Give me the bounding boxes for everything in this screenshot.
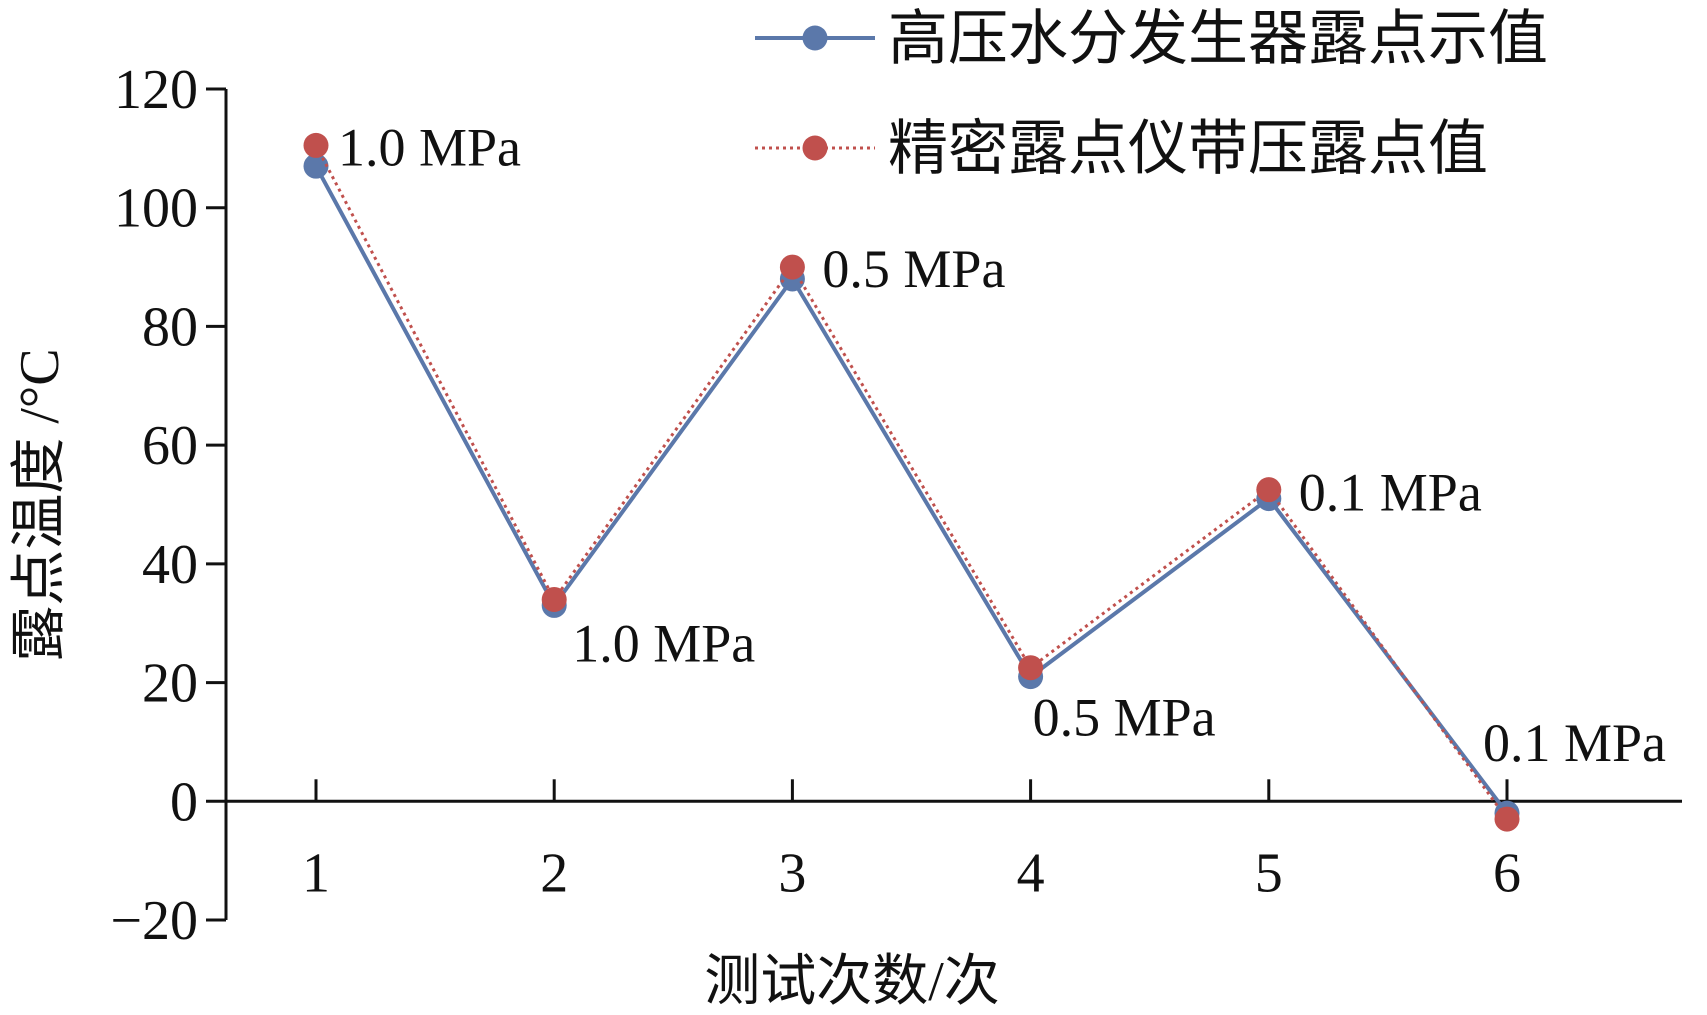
series-point (1256, 477, 1282, 503)
y-tick-label: 80 (142, 296, 198, 358)
series-point (1494, 806, 1520, 832)
series-line (314, 165, 1509, 815)
annotation-layer: 1.0 MPa 1.0 MPa 0.5 MPa 0.5 MPa 0.1 MPa 0.1 M… (338, 117, 1666, 773)
series-point (541, 586, 567, 612)
y-axis-title: 露点温度 /°C (9, 348, 71, 661)
pressure-annotation: 0.1 MPa (1483, 713, 1666, 773)
x-tick-label: 4 (1017, 842, 1045, 904)
x-tick-label: 1 (302, 842, 330, 904)
legend-label: 精密露点仪带压露点值 (888, 116, 1488, 182)
y-tick-label: 40 (142, 534, 198, 596)
x-tick-label: 6 (1493, 842, 1521, 904)
y-tick-label: 120 (114, 59, 198, 121)
axes: −20 0 20 40 60 80 100 120 1 2 3 4 5 6 (110, 59, 1682, 952)
series-point (779, 254, 805, 280)
legend-marker (802, 25, 828, 51)
y-tick-label: 20 (142, 653, 198, 715)
pressure-annotation: 1.0 MPa (572, 613, 755, 673)
y-tick-label: −20 (110, 890, 198, 952)
x-axis-title: 测试次数/次 (704, 951, 1000, 1013)
series-point (1018, 655, 1044, 681)
pressure-annotation: 0.1 MPa (1299, 463, 1482, 523)
series-layer (303, 132, 1520, 832)
x-tick-label: 5 (1255, 842, 1283, 904)
y-tick-label: 60 (142, 415, 198, 477)
x-tick-label: 3 (778, 842, 806, 904)
series-line (314, 144, 1509, 820)
pressure-annotation: 0.5 MPa (822, 239, 1005, 299)
y-tick-label: 100 (114, 178, 198, 240)
pressure-annotation: 0.5 MPa (1033, 688, 1216, 748)
series-point (303, 132, 329, 158)
x-tick-label: 2 (540, 842, 568, 904)
y-tick-label: 0 (170, 771, 198, 833)
legend-label: 高压水分发生器露点示值 (888, 6, 1548, 72)
pressure-annotation: 1.0 MPa (338, 117, 521, 177)
legend-marker (802, 135, 828, 161)
